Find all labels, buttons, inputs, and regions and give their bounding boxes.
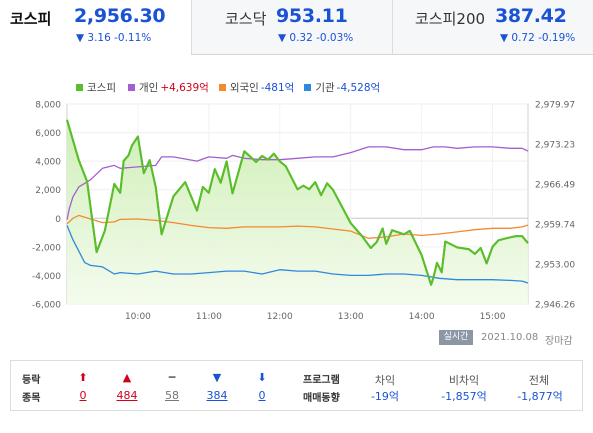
fall-icon: ▼ [212, 371, 222, 384]
right-tick-label: 2,979.97 [535, 101, 575, 111]
unchanged-icon: ━ [168, 371, 176, 384]
legend-swatch [76, 84, 83, 91]
right-tick-label: 2,953.00 [535, 261, 575, 271]
program-total-value: -1,877억 [517, 390, 563, 403]
right-tick-label: 2,946.26 [535, 301, 575, 311]
tab-change: ▼ 0.72 -0.19% [500, 32, 576, 44]
x-tick-label: 13:00 [338, 312, 364, 322]
tab-name: 코스피200 [415, 10, 486, 28]
breadth-heading: 종목 [22, 393, 41, 404]
limit-up-icon: ⬆ [78, 371, 88, 384]
rise-count[interactable]: 484 [116, 389, 138, 402]
legend-label: 외국인 [229, 82, 259, 94]
left-tick-label: -2,000 [32, 243, 61, 253]
individual-line [66, 146, 529, 220]
tab-value: 2,956.30 [74, 5, 166, 27]
tab-name: 코스닥 [225, 10, 267, 28]
limit-down-icon: ⬇ [257, 371, 267, 384]
tab-kospi[interactable]: 코스피 2,956.30 ▼ 3.16 -0.11% [0, 0, 191, 55]
session-status: 장마감 [545, 336, 573, 347]
legend-item-individual: 개인 +4,639억 [127, 80, 209, 95]
x-tick-label: 11:00 [196, 312, 222, 322]
arbitrage-value: -19억 [370, 390, 400, 403]
kospi-line-top [66, 119, 529, 286]
non-arbitrage-value: -1,857억 [441, 390, 487, 403]
tab-change: ▼ 3.16 -0.11% [76, 32, 152, 44]
legend-value: +4,639억 [160, 82, 209, 94]
kospi-area [67, 119, 528, 304]
breadth-heading: 등락 [22, 375, 41, 386]
legend-swatch [218, 84, 226, 91]
program-heading: 프로그램 [303, 375, 340, 386]
unchanged-count[interactable]: 58 [165, 389, 179, 402]
left-tick-label: 2,000 [35, 186, 61, 196]
left-tick-label: -4,000 [32, 272, 61, 282]
rise-icon: ▲ [122, 371, 132, 384]
tab-name: 코스피 [10, 10, 52, 28]
tab-change: ▼ 0.32 -0.03% [278, 32, 354, 44]
legend-label: 기관 [315, 82, 335, 94]
limit-down-count[interactable]: 0 [258, 389, 266, 402]
non-arbitrage-label: 비차익 [448, 374, 480, 387]
market-summary-box: 등락 종목 ⬆ 0 ▲ 484 ━ 58 ▼ 384 ⬇ 0 프로그램 매매동향… [10, 360, 583, 411]
fall-count[interactable]: 384 [206, 389, 228, 402]
limit-up-count[interactable]: 0 [79, 389, 87, 402]
program-total-label: 전체 [528, 374, 550, 387]
legend-value: -4,528억 [336, 82, 381, 94]
x-tick-label: 10:00 [125, 312, 151, 322]
legend-value: -481억 [260, 82, 295, 94]
right-tick-label: 2,966.49 [535, 181, 575, 191]
left-tick-label: 0 [55, 215, 61, 225]
right-tick-label: 2,959.74 [535, 221, 575, 231]
institution-line [66, 225, 529, 284]
left-tick-label: 8,000 [35, 101, 61, 111]
tab-value: 387.42 [495, 5, 567, 27]
tab-value: 953.11 [276, 5, 348, 27]
legend-item-kospi: 코스피 [76, 80, 118, 95]
foreign-line [66, 214, 529, 239]
legend-label: 코스피 [87, 82, 116, 94]
tab-kospi200[interactable]: 코스피200 387.42 ▼ 0.72 -0.19% [392, 0, 593, 55]
program-heading: 매매동향 [303, 393, 340, 404]
left-tick-label: 6,000 [35, 129, 61, 139]
legend-label: 개인 [138, 82, 159, 94]
left-tick-label: 4,000 [35, 158, 61, 168]
chart-legend: 코스피 개인 +4,639억 외국인 -481억 기관 -4,528억 [76, 80, 390, 95]
x-tick-label: 15:00 [480, 312, 506, 322]
legend-swatch [304, 84, 312, 91]
x-tick-label: 12:00 [267, 312, 293, 322]
legend-item-foreign: 외국인 -481억 [218, 80, 295, 95]
index-tabs: 코스피 2,956.30 ▼ 3.16 -0.11% 코스닥 953.11 ▼ … [0, 0, 593, 55]
tab-kosdaq[interactable]: 코스닥 953.11 ▼ 0.32 -0.03% [191, 0, 392, 55]
legend-item-institution: 기관 -4,528억 [304, 80, 380, 95]
x-tick-label: 14:00 [409, 312, 435, 322]
intraday-chart: 8,000 6,000 4,000 2,000 0 -2,000 -4,000 -6,000 2… [32, 101, 575, 323]
right-tick-label: 2,973.23 [535, 141, 575, 151]
legend-swatch [127, 84, 135, 91]
chart-date: 2021.10.08 [481, 332, 539, 343]
realtime-badge[interactable]: 실시간 [439, 330, 473, 345]
arbitrage-label: 차익 [374, 374, 396, 387]
left-tick-label: -6,000 [32, 301, 61, 311]
